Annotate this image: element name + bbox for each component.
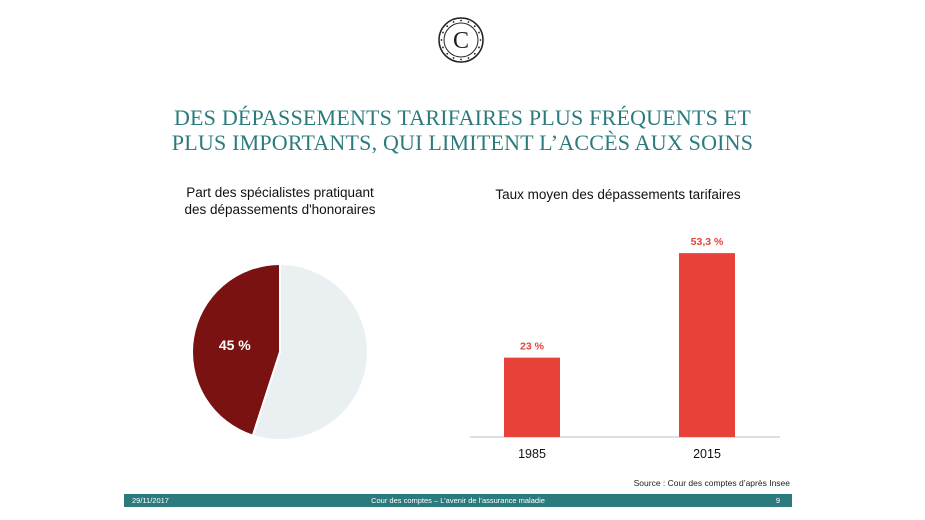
slide-title-line1: DES DÉPASSEMENTS TARIFAIRES PLUS FRÉQUEN… [173, 105, 752, 130]
logo-letter: C [453, 28, 469, 54]
pie-slice-0 [191, 262, 281, 437]
footer-bar: 29/11/2017 Cour des comptes – L’avenir d… [124, 494, 792, 507]
footer-page-number: 9 [775, 496, 780, 505]
bar-1985 [504, 357, 560, 437]
bar-chart: 23 % 1985 53,3 % 2015 [470, 236, 780, 461]
pie-title-line2: des dépassements d'honoraires [184, 202, 376, 217]
bar-value-label-2015: 53,3 % [691, 236, 724, 248]
pie-title-line1: Part des spécialistes pratiquant [186, 185, 374, 200]
footer-date: 29/11/2017 [132, 496, 169, 505]
footer-center-text: Cour des comptes – L’avenir de l’assuran… [371, 496, 545, 505]
bar-chart-title: Taux moyen des dépassements tarifaires [495, 187, 741, 202]
category-label-2015: 2015 [693, 447, 721, 461]
slide-title-line2: PLUS IMPORTANTS, QUI LIMITENT L’ACCÈS AU… [171, 130, 754, 155]
source-note: Source : Cour des comptes d’après Insee [633, 478, 790, 488]
bar-value-label-1985: 23 % [520, 341, 545, 353]
category-label-1985: 1985 [518, 447, 546, 461]
bar-2015 [679, 253, 735, 437]
pie-chart: 45 % [191, 262, 369, 441]
pie-chart-title: Part des spécialistes pratiquant des dép… [150, 184, 410, 218]
cour-des-comptes-logo: C [438, 17, 484, 63]
pie-slice-label-0: 45 % [219, 337, 251, 353]
pie-slice-1 [251, 262, 369, 441]
